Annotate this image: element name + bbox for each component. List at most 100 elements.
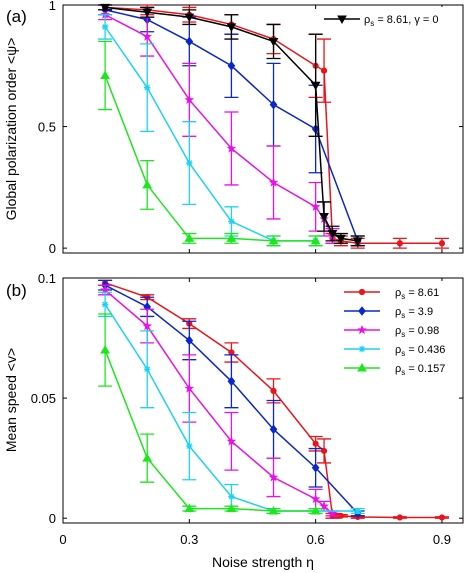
data-point (184, 503, 195, 513)
series-1 (98, 279, 365, 519)
series-line (104, 282, 442, 519)
data-point (354, 507, 361, 515)
data-point (226, 233, 237, 242)
data-point (268, 235, 279, 245)
data-point (268, 37, 279, 47)
data-point (310, 81, 321, 91)
data-point (142, 8, 153, 18)
data-point (396, 240, 403, 247)
data-point (310, 493, 321, 504)
data-point (310, 235, 321, 245)
series-line (104, 289, 333, 514)
panel-label: (a) (6, 7, 27, 26)
legend-marker (357, 362, 367, 372)
x-axis-label: Noise strength η (212, 554, 314, 570)
data-point (320, 67, 328, 74)
data-point (269, 99, 278, 110)
data-point (184, 383, 195, 393)
data-point (269, 424, 278, 435)
legend-entry: ρs = 0.98 (395, 325, 439, 339)
series-2 (98, 9, 340, 244)
legend-marker (358, 306, 366, 316)
data-point (226, 143, 237, 153)
legend-marker (358, 288, 366, 296)
legend-entry: ρs = 8.61, γ = 0 (364, 14, 438, 28)
data-point (101, 23, 109, 31)
y-tick-label: 0 (49, 511, 56, 526)
data-point (319, 501, 329, 511)
data-point (100, 3, 110, 13)
data-point (142, 321, 152, 331)
data-point (226, 23, 237, 32)
legend: ρs = 8.61, γ = 0 (320, 7, 462, 33)
data-point (310, 201, 321, 211)
y-axis-label: Mean speed <v> (3, 348, 19, 452)
data-point (352, 237, 363, 246)
series-2 (98, 284, 340, 518)
y-tick-label: 0.1 (38, 271, 56, 286)
data-point (396, 514, 403, 521)
data-point (144, 84, 151, 91)
data-point (142, 453, 153, 462)
legend-entry: ρs = 8.61 (395, 287, 439, 301)
y-tick-label: 0 (49, 241, 56, 256)
data-point (438, 514, 446, 521)
x-tick-label: 0.3 (180, 532, 198, 547)
data-point (319, 213, 329, 222)
series-line (105, 6, 442, 245)
legend-marker (358, 345, 366, 353)
data-point (184, 13, 195, 23)
data-point (438, 240, 446, 247)
panel-label: (b) (6, 281, 27, 300)
data-point (311, 462, 320, 473)
panel-b: 0 0.3 0.6 0.9 0 0.05 0.1 Mean speed <v> Noise st… (3, 271, 464, 570)
legend-marker (357, 324, 367, 335)
y-tick-label: 0.05 (31, 391, 56, 406)
x-tick-label: 0 (59, 532, 66, 547)
data-point (320, 447, 328, 455)
data-point (144, 366, 151, 373)
legend-entry: ρs = 0.157 (395, 363, 445, 377)
data-point (100, 70, 110, 80)
panel-a: 0 0.5 1 Global polarization order <ψ> (a) ρs … (3, 0, 464, 256)
y-tick-label: 0.5 (38, 120, 56, 135)
data-point (142, 31, 152, 41)
x-tick-label: 0.9 (433, 532, 451, 547)
data-point (186, 159, 193, 167)
data-point (185, 335, 194, 346)
data-point (226, 436, 237, 446)
series-0 (98, 279, 449, 521)
data-point (268, 472, 279, 482)
data-point (184, 233, 195, 242)
x-tick-label: 0.6 (307, 532, 325, 547)
data-point (185, 36, 194, 47)
data-point (100, 345, 110, 354)
data-point (184, 94, 195, 104)
data-point (336, 234, 346, 244)
data-point (186, 442, 193, 450)
y-tick-label: 1 (49, 0, 56, 13)
axes-frame (62, 277, 464, 524)
series-5 (98, 3, 365, 247)
data-point (228, 218, 235, 225)
series-4 (98, 313, 323, 515)
data-point (268, 505, 279, 515)
data-point (142, 179, 153, 189)
axes-frame (62, 4, 464, 254)
data-point (227, 60, 236, 71)
data-point (101, 301, 109, 308)
legend-entry: ρs = 0.436 (395, 344, 445, 358)
series-line (104, 349, 316, 512)
legend: ρs = 8.61 ρs = 3.9 ρs = 0.98 ρs = 0.436 ρs =… (340, 281, 462, 380)
series-line (104, 75, 316, 242)
series-4 (98, 40, 323, 247)
data-point (327, 508, 338, 518)
data-point (312, 440, 319, 447)
data-point (270, 387, 277, 394)
y-axis-label: Global polarization order <ψ> (3, 38, 19, 221)
data-point (268, 177, 279, 187)
data-point (226, 503, 237, 513)
legend-entry: ρs = 3.9 (395, 306, 433, 320)
series-line (104, 26, 316, 242)
